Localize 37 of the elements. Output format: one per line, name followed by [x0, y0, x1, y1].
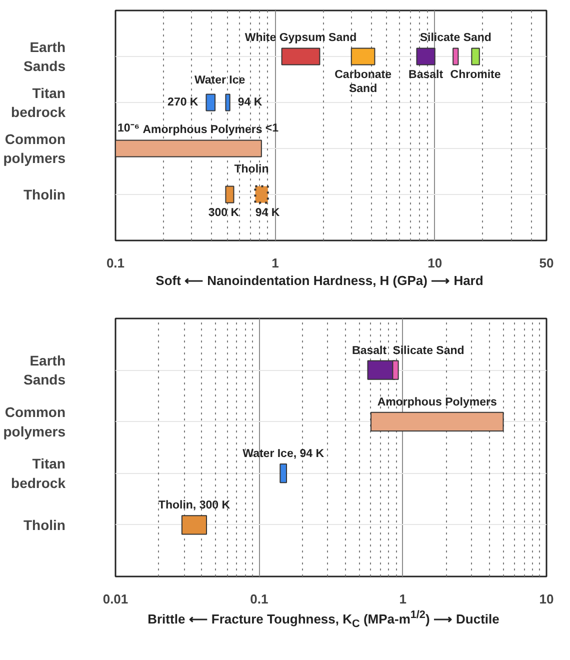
- x-axis-title: Brittle ⟵ Fracture Toughness, K$_{C}$ (MPa-m$^{1/2}$) ⟶ Ductile: [148, 608, 500, 632]
- series-label: 94 K: [238, 96, 263, 108]
- series-label: Carbonate Sand: [334, 68, 392, 96]
- x-tick-label: 50: [539, 256, 554, 270]
- annotation: <1: [265, 122, 280, 134]
- y-tick-label: Earth Sands: [23, 352, 66, 388]
- x-axis-title: Soft ⟵ Nanoindentation Hardness, H (GPa) ⟶ Hard: [156, 272, 484, 290]
- x-tick-label: 1: [272, 256, 279, 270]
- series-label: Chromite: [450, 68, 501, 81]
- x-tick-label: 0.01: [102, 592, 128, 606]
- x-tick-label: 0.1: [106, 256, 125, 270]
- series-label: Water Ice, 94 K: [242, 448, 325, 460]
- annotation: Water Ice: [194, 74, 246, 86]
- series-label: 300 K: [208, 206, 240, 219]
- y-tick-label: Earth Sands: [23, 38, 66, 74]
- annotation: Tholin: [234, 164, 269, 176]
- y-tick-label: Common polymers: [3, 404, 66, 440]
- y-tick-label: Tholin: [24, 516, 66, 533]
- series-label: Tholin, 300 K: [158, 500, 231, 512]
- x-tick-label: 1: [399, 592, 406, 606]
- y-tick-label: Common polymers: [3, 130, 66, 166]
- x-tick-label: 10: [428, 256, 442, 270]
- y-tick-label: Titan bedrock: [11, 456, 66, 491]
- series-label: Basalt: [408, 68, 444, 81]
- series-label: Amorphous Polymers: [377, 396, 497, 408]
- series-label: Basalt: [352, 344, 387, 357]
- x-tick-label: 10: [539, 592, 554, 606]
- series-label: 94 K: [255, 206, 280, 219]
- series-label: Silicate Sand: [392, 344, 464, 357]
- annotation: 10⁻⁶: [118, 122, 140, 134]
- series-label: Silicate Sand: [420, 32, 492, 44]
- y-tick-label: Tholin: [24, 186, 66, 202]
- series-label: White Gypsum Sand: [244, 32, 357, 44]
- x-tick-label: 0.1: [250, 592, 268, 606]
- y-tick-label: Titan bedrock: [11, 84, 66, 120]
- series-label: 270 K: [168, 96, 199, 108]
- series-label: Amorphous Polymers: [142, 124, 262, 136]
